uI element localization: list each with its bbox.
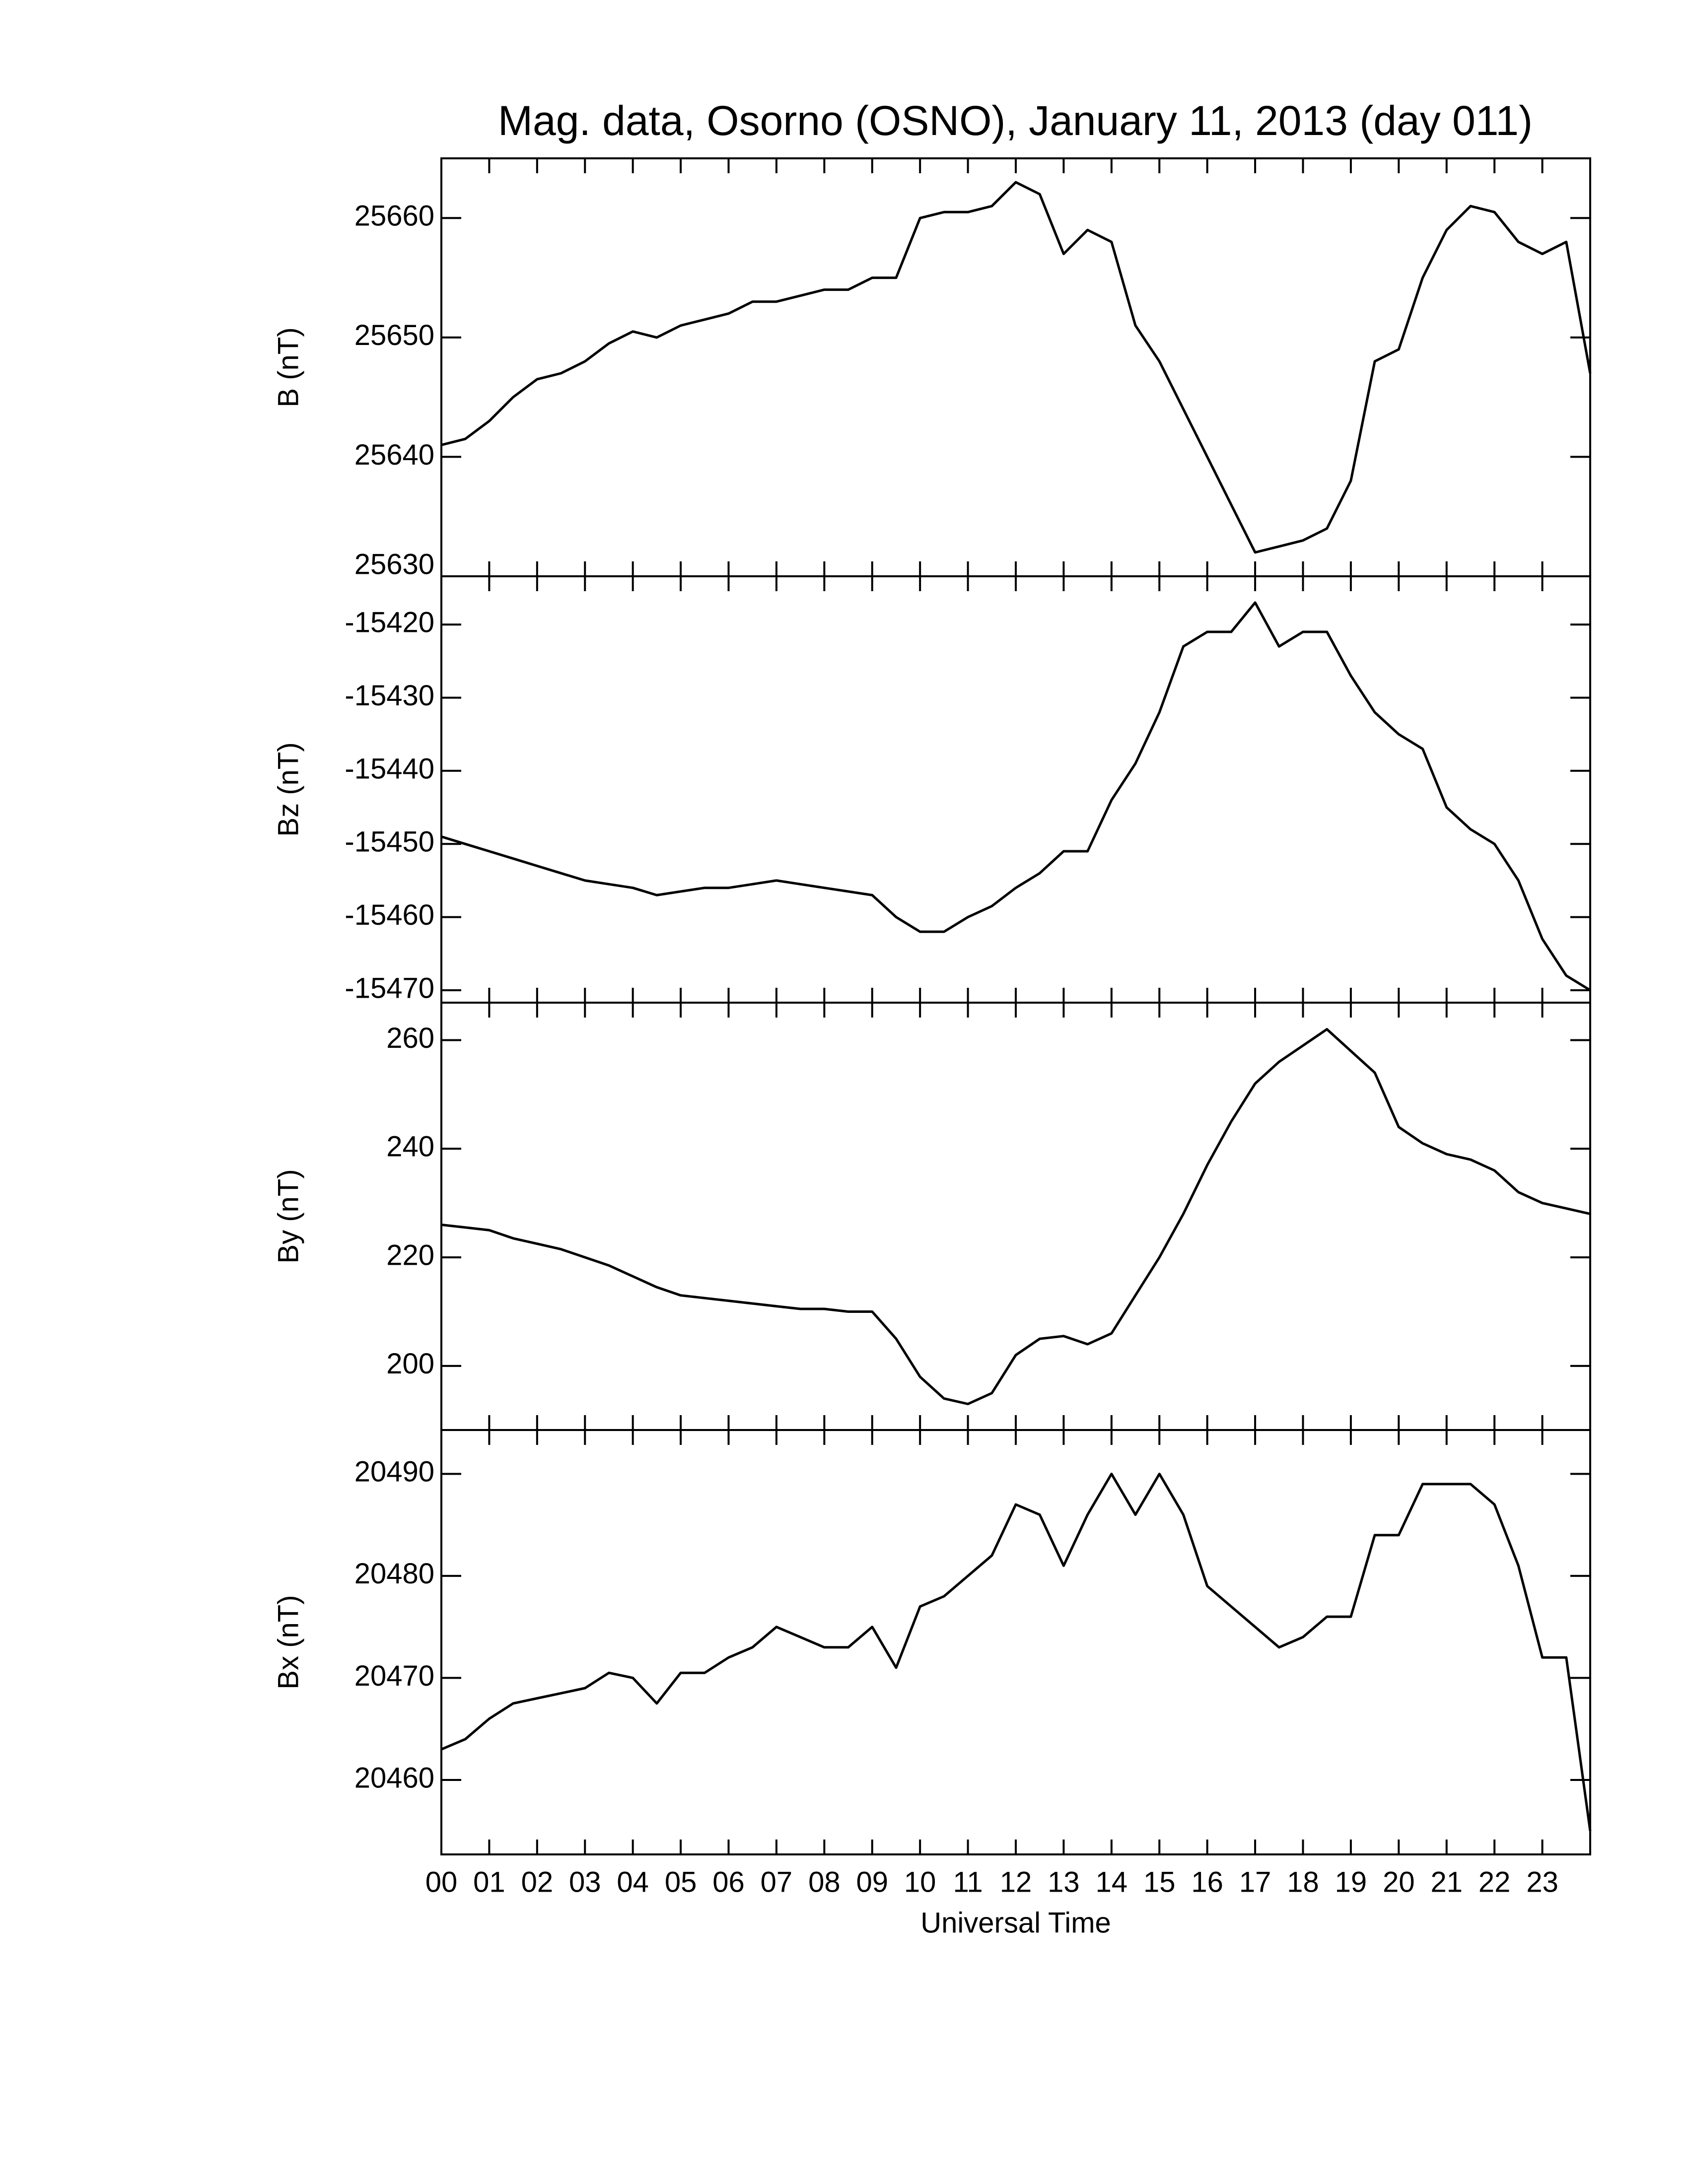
- y-tick-label: 25640: [354, 439, 434, 471]
- y-tick-label: 260: [386, 1022, 434, 1054]
- x-tick-label: 05: [665, 1866, 697, 1898]
- y-axis-label: Bz (nT): [272, 742, 304, 836]
- y-tick-label: 25650: [354, 319, 434, 351]
- data-line: [441, 601, 1591, 992]
- x-tick-label: 23: [1526, 1866, 1558, 1898]
- y-tick-label: -15470: [345, 972, 434, 1004]
- x-tick-label: 02: [521, 1866, 554, 1898]
- x-tick-label: 14: [1096, 1866, 1128, 1898]
- y-tick-label: -15440: [345, 752, 434, 785]
- x-tick-label: 22: [1478, 1866, 1511, 1898]
- y-tick-label: 240: [386, 1131, 434, 1163]
- x-tick-label: 07: [761, 1866, 793, 1898]
- y-tick-label: 200: [386, 1348, 434, 1380]
- x-tick-label: 04: [617, 1866, 649, 1898]
- y-axis-label: By (nT): [272, 1169, 304, 1263]
- x-tick-label: 21: [1430, 1866, 1463, 1898]
- x-tick-label: 15: [1143, 1866, 1176, 1898]
- y-tick-label: -15460: [345, 899, 434, 931]
- x-tick-label: 12: [1000, 1866, 1032, 1898]
- y-tick-label: 220: [386, 1239, 434, 1271]
- data-line: [441, 1472, 1592, 1832]
- y-tick-label: -15450: [345, 826, 434, 858]
- data-line: [441, 1028, 1591, 1405]
- y-tick-label: 20480: [354, 1558, 434, 1590]
- x-tick-label: 08: [808, 1866, 841, 1898]
- x-tick-label: 13: [1048, 1866, 1080, 1898]
- x-tick-label: 06: [712, 1866, 745, 1898]
- y-tick-label: 20490: [354, 1456, 434, 1488]
- x-tick-label: 11: [953, 1866, 983, 1898]
- x-tick-label: 00: [425, 1866, 458, 1898]
- x-tick-label: 10: [904, 1866, 936, 1898]
- x-tick-label: 03: [569, 1866, 601, 1898]
- y-tick-label: -15430: [345, 680, 434, 712]
- x-tick-label: 19: [1335, 1866, 1367, 1898]
- y-tick-label: 25660: [354, 200, 434, 232]
- y-tick-label: 20460: [354, 1762, 434, 1794]
- x-tick-label: 20: [1383, 1866, 1415, 1898]
- data-line: [441, 181, 1592, 554]
- y-axis-label: B (nT): [272, 327, 304, 407]
- y-tick-label: -15420: [345, 607, 434, 639]
- x-tick-label: 16: [1191, 1866, 1223, 1898]
- x-tick-label: 18: [1287, 1866, 1319, 1898]
- y-tick-label: 20470: [354, 1660, 434, 1692]
- x-tick-label: 01: [473, 1866, 505, 1898]
- x-axis-label: Universal Time: [920, 1907, 1111, 1939]
- chart-title: Mag. data, Osorno (OSNO), January 11, 20…: [498, 97, 1533, 144]
- x-tick-label: 09: [856, 1866, 888, 1898]
- y-axis-label: Bx (nT): [272, 1595, 304, 1689]
- x-tick-label: 17: [1239, 1866, 1271, 1898]
- y-tick-label: 25630: [354, 548, 434, 580]
